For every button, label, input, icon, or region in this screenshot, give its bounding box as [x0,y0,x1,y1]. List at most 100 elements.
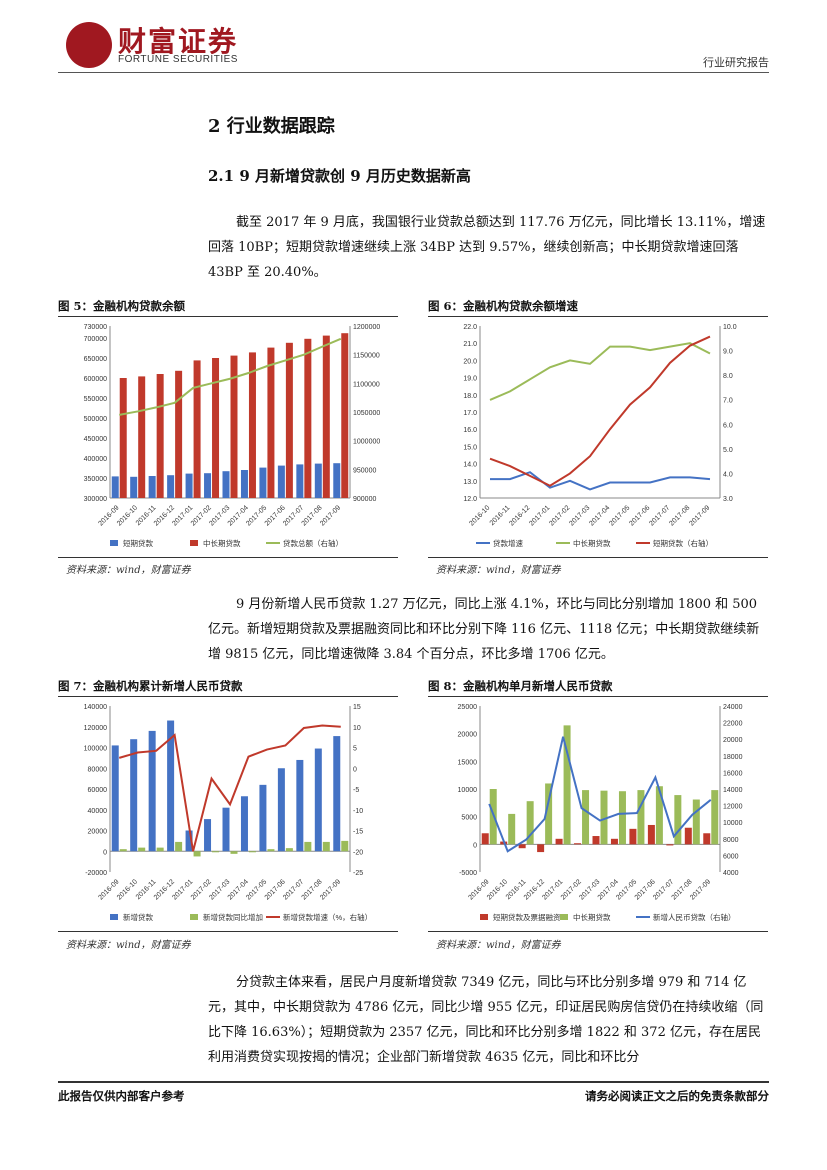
figure-8-source: 资料来源：wind，财富证券 [436,940,561,951]
y-tick-label-right: -10 [353,808,363,815]
bar-新增贷款 [148,730,156,852]
x-tick-label: 2017-05 [608,504,631,527]
bar-短期贷款 [111,476,119,498]
y-tick-label-left: 350000 [84,476,107,483]
bar-短期贷款 [277,465,285,498]
figure-6-top-rule [428,316,768,317]
y-tick-label-right: 24000 [723,704,743,711]
figure-5-top-rule [58,316,398,317]
bar-中长期贷款 [267,347,275,498]
bar-短期贷款及票据融资 [555,838,563,845]
y-tick-label-right: 1100000 [353,381,380,388]
x-tick-label: 2017-06 [628,504,651,527]
line-贷款总额（右轴） [119,337,342,416]
y-tick-label-left: 5000 [461,815,477,822]
figure-8-top-rule [428,696,768,697]
y-tick-label-right: -15 [353,829,363,836]
footer-divider [58,1081,769,1083]
legend-label: 短期贷款（右轴） [653,538,713,548]
bar-中长期贷款 [175,370,183,498]
bar-中长期贷款 [655,786,663,845]
figure-5-title: 图 5：金融机构贷款余额 [58,299,186,313]
y-tick-label-left: 15.0 [463,444,477,451]
y-tick-label-right: 6000 [723,853,739,860]
bar-新增贷款同比增加 [248,851,256,853]
y-tick-label-right: 950000 [353,467,376,474]
legend-swatch [480,914,488,920]
legend-label: 贷款增速 [493,538,523,548]
y-tick-label-right: -5 [353,787,359,794]
figure-7-bottom-rule [58,931,398,932]
bar-中长期贷款 [600,790,608,845]
y-tick-label-right: 22000 [723,721,743,728]
bar-新增贷款同比增加 [138,847,146,852]
y-tick-label-left: 140000 [84,704,107,711]
bar-短期贷款及票据融资 [647,824,655,845]
y-tick-label-right: 5 [353,746,357,753]
y-tick-label-right: -25 [353,870,363,877]
bar-中长期贷款 [138,376,146,498]
y-tick-label-right: 3.0 [723,496,733,503]
figure-8-title: 图 8：金融机构单月新增人民币贷款 [428,679,613,693]
paragraph-1: 截至 2017 年 9 月底，我国银行业贷款总额达到 117.76 万亿元，同比… [208,215,766,280]
x-tick-label: 2017-04 [588,504,611,527]
company-logo-subtitle: FORTUNE SECURITIES [118,54,238,65]
y-tick-label-right: 1200000 [353,324,380,331]
figure-7-title: 图 7：金融机构累计新增人民币贷款 [58,679,243,693]
y-tick-label-left: 730000 [84,324,107,331]
y-tick-label-left: 12.0 [463,496,477,503]
x-tick-label: 2017-07 [648,504,671,527]
y-tick-label-left: 22.0 [463,324,477,331]
y-tick-label-left: 650000 [84,356,107,363]
bar-中长期贷款 [230,355,238,498]
bar-短期贷款及票据融资 [684,827,692,845]
y-tick-label-right: 9.0 [723,349,733,356]
bar-新增贷款同比增加 [193,851,201,857]
paragraph-3: 分贷款主体来看，居民户月度新增贷款 7349 亿元，同比与环比分别多增 979 … [208,975,764,1065]
legend-label: 中长期贷款 [573,912,611,922]
bar-新增贷款同比增加 [212,851,220,853]
bar-新增贷款同比增加 [119,849,127,852]
bar-新增贷款 [277,768,285,852]
section-heading: 2 行业数据跟踪 [208,116,335,137]
x-tick-label: 2016-10 [468,504,491,527]
figure-6-bottom-rule [428,557,768,558]
y-tick-label-left: 0 [103,849,107,856]
figure-7-source: 资料来源：wind，财富证券 [66,940,191,951]
bar-新增贷款 [111,745,119,852]
bar-短期贷款及票据融资 [703,833,711,845]
bar-新增贷款同比增加 [285,848,293,852]
legend-label: 新增人民币贷款（右轴） [653,912,736,922]
bar-新增贷款同比增加 [304,841,312,852]
bar-短期贷款 [148,476,156,498]
bar-短期贷款及票据融资 [481,833,489,845]
bar-短期贷款 [314,463,322,498]
y-tick-label-left: 19.0 [463,376,477,383]
y-tick-label-left: 25000 [458,704,478,711]
y-tick-label-right: 8.0 [723,373,733,380]
y-tick-label-left: 17.0 [463,410,477,417]
bar-短期贷款及票据融资 [574,843,582,845]
bar-短期贷款 [240,470,248,498]
bar-短期贷款及票据融资 [518,844,526,849]
line-中长期贷款 [489,342,711,401]
y-tick-label-left: 80000 [88,766,108,773]
bar-新增贷款 [333,736,341,852]
y-tick-label-left: 20000 [458,732,478,739]
y-tick-label-right: 7.0 [723,398,733,405]
bar-中长期贷款 [692,799,700,845]
y-tick-label-right: 4.0 [723,471,733,478]
figure-6-title: 图 6：金融机构贷款余额增速 [428,299,579,313]
x-tick-label: 2017-09 [319,504,342,527]
report-type-label: 行业研究报告 [703,56,769,69]
legend-label: 中长期贷款 [203,538,241,548]
bar-中长期贷款 [193,360,201,498]
y-tick-label-left: -20000 [85,870,107,877]
legend-label: 短期贷款及票据融资 [493,912,561,922]
bar-中长期贷款 [248,352,256,498]
bar-新增贷款同比增加 [230,851,238,854]
bar-短期贷款 [296,464,304,498]
bar-新增贷款 [222,807,230,852]
bar-短期贷款及票据融资 [610,838,618,845]
bar-新增贷款 [130,739,138,852]
